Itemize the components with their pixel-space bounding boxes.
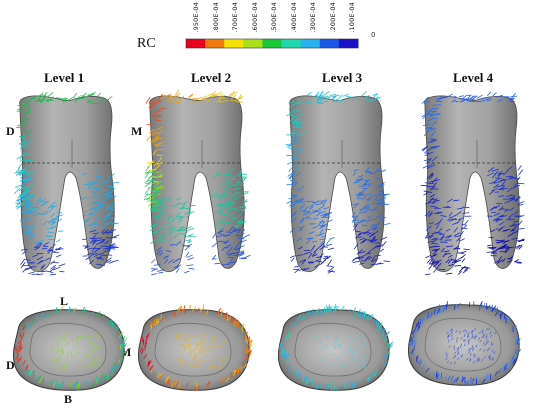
legend-swatch <box>262 39 283 48</box>
lingual-label: L <box>60 294 69 308</box>
tooth-lateral-1 <box>14 92 120 276</box>
legend-swatch <box>300 39 321 48</box>
distal-label: D <box>6 124 15 138</box>
tooth-lateral-2 <box>143 90 251 276</box>
tooth-lateral-3 <box>285 90 391 274</box>
tooth-occlusal-2 <box>138 304 253 391</box>
tooth-occlusal-3 <box>278 304 394 392</box>
tooth-occlusal-4 <box>408 300 522 387</box>
legend-swatch <box>186 39 206 48</box>
legend-swatch <box>205 39 225 48</box>
legend-swatch <box>243 39 263 48</box>
legend-swatch <box>224 39 244 48</box>
legend-swatch <box>338 39 359 48</box>
legend-swatch <box>319 39 340 48</box>
tooth-lateral-views <box>14 90 525 276</box>
mesial-label: M <box>131 124 143 138</box>
tooth-occlusal-1 <box>13 305 128 391</box>
tooth-lateral-4 <box>420 91 525 276</box>
legend-swatch <box>281 39 302 48</box>
level-2-title: Level 2 <box>191 70 232 85</box>
tooth-occlusal-views <box>13 300 522 392</box>
distal-occlusal-label: D <box>6 358 15 372</box>
legend-title: RC <box>137 36 156 51</box>
legend-zero-label: 0 <box>371 31 376 39</box>
level-3-title: Level 3 <box>322 70 363 85</box>
buccal-label: B <box>64 392 73 406</box>
level-1-title: Level 1 <box>44 70 85 85</box>
legend-color-bar <box>185 38 359 49</box>
level-4-title: Level 4 <box>453 70 494 85</box>
